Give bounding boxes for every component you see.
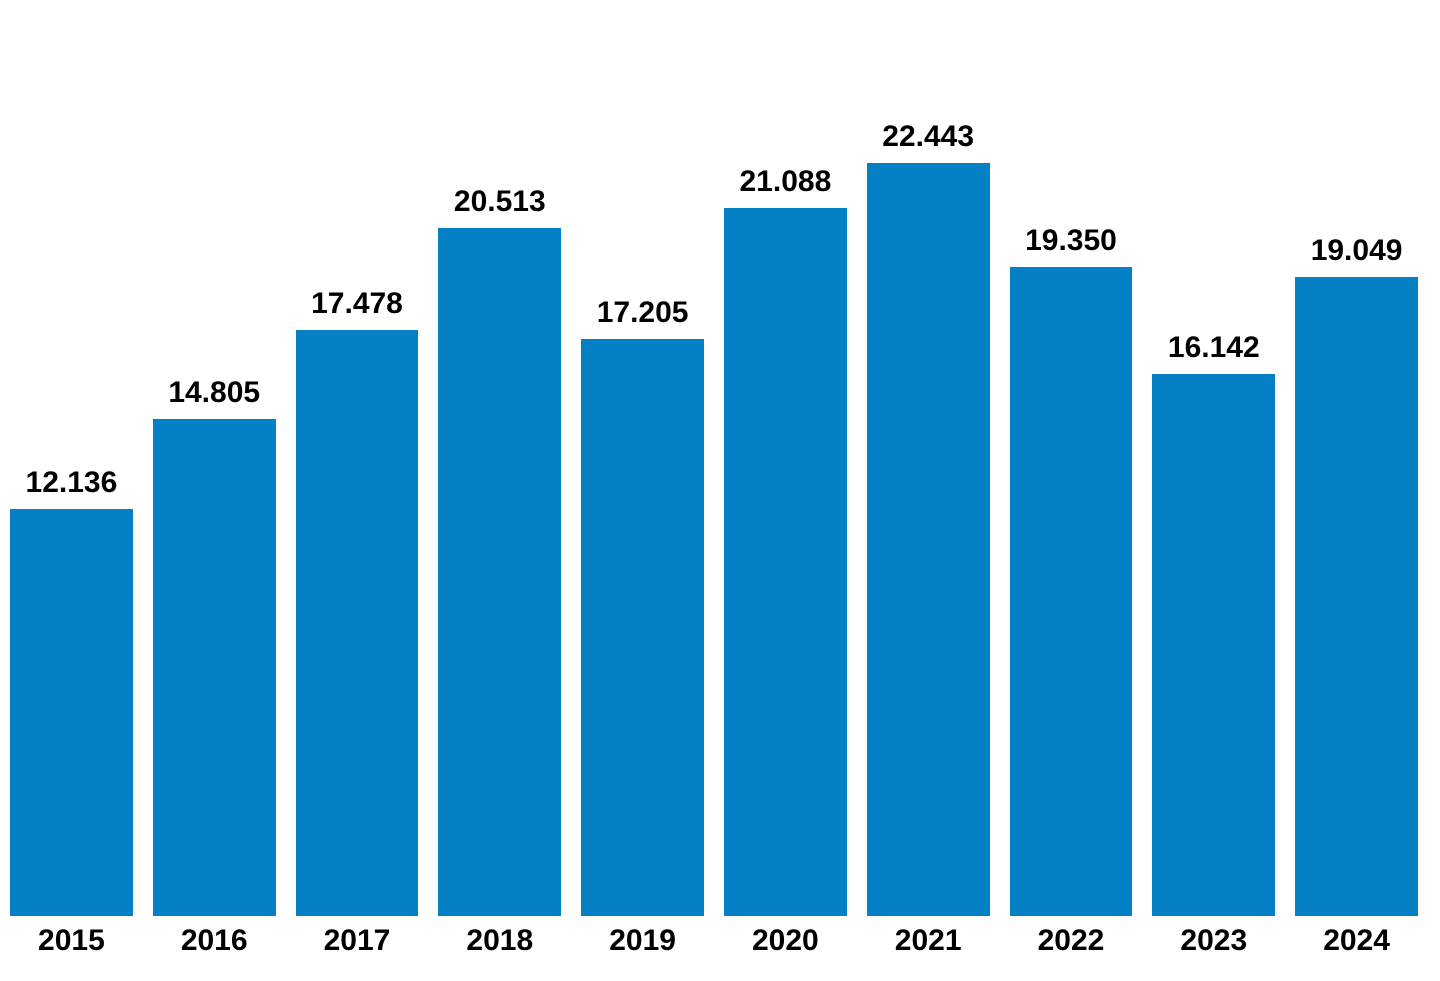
x-axis-tick-label: 2022	[1037, 924, 1105, 957]
x-axis-tick-slot: 2020	[752, 916, 819, 981]
bar	[1009, 267, 1133, 916]
bar-column: 19.049 2024	[1295, 0, 1418, 981]
bar-column: 17.478 2017	[295, 0, 419, 981]
bar-value-label: 14.805	[168, 376, 261, 409]
bar-column: 19.350 2022	[1009, 0, 1133, 981]
bar-column: 14.805 2016	[152, 0, 276, 981]
x-axis-tick-slot: 2015	[38, 916, 105, 981]
bar	[152, 419, 276, 916]
bar	[295, 330, 419, 916]
bar-value-label: 20.513	[453, 185, 546, 218]
bar-value-label: 19.350	[1025, 224, 1117, 257]
x-axis-tick-label: 2020	[752, 924, 819, 957]
x-axis-tick-label: 2015	[38, 924, 105, 957]
x-axis-tick-label: 2023	[1180, 924, 1248, 957]
x-axis-tick-slot: 2019	[609, 916, 676, 981]
x-axis-tick-slot: 2021	[895, 916, 962, 981]
x-axis-tick-slot: 2016	[181, 916, 248, 981]
bar	[866, 163, 990, 916]
x-axis-tick-label: 2017	[323, 924, 391, 957]
bar-column: 17.205 2019	[581, 0, 704, 981]
bar-value-label: 22.443	[882, 120, 975, 153]
x-axis-tick-label: 2016	[180, 924, 248, 957]
bar	[438, 228, 562, 916]
bar-value-label: 12.136	[25, 466, 118, 499]
x-axis-tick-label: 2021	[894, 924, 962, 957]
x-axis-tick-slot: 2018	[466, 916, 533, 981]
bar-column: 12.136 2015	[10, 0, 133, 981]
x-axis-tick-label: 2024	[1323, 924, 1390, 957]
bar	[1152, 374, 1276, 916]
bar	[10, 509, 133, 916]
bar-column: 22.443 2021	[866, 0, 990, 981]
x-axis-tick-slot: 2017	[324, 916, 391, 981]
x-axis-tick-label: 2018	[466, 924, 534, 957]
bar	[1295, 277, 1418, 916]
bar-value-label: 21.088	[739, 165, 832, 198]
x-axis-tick-slot: 2022	[1038, 916, 1105, 981]
bar-column: 20.513 2018	[438, 0, 562, 981]
bar-value-label: 17.205	[596, 296, 689, 329]
bar-column: 16.142 2023	[1152, 0, 1276, 981]
x-axis-tick-label: 2019	[609, 924, 676, 957]
bar-value-label: 17.478	[311, 287, 403, 320]
bar-value-label: 16.142	[1167, 331, 1260, 364]
bar	[723, 208, 847, 916]
bar-column: 21.088 2020	[723, 0, 847, 981]
x-axis-tick-slot: 2023	[1180, 916, 1247, 981]
bar-value-label: 19.049	[1310, 234, 1403, 267]
x-axis-tick-slot: 2024	[1323, 916, 1390, 981]
bar	[581, 339, 704, 916]
